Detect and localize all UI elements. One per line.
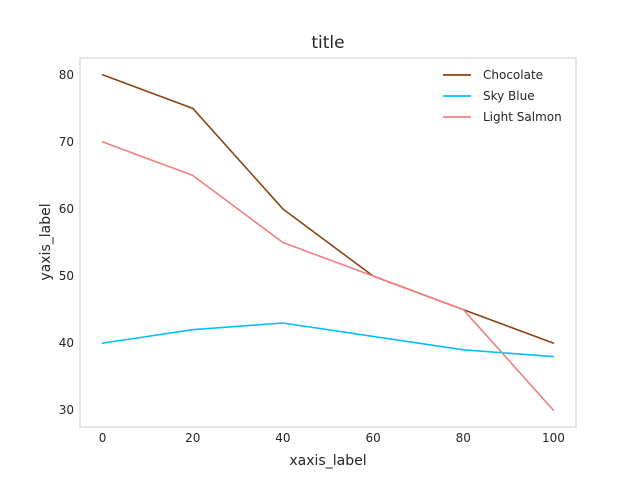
x-tick-label: 60 bbox=[365, 431, 380, 445]
series-line-0 bbox=[101, 73, 555, 344]
x-tick-label: 80 bbox=[456, 431, 471, 445]
y-tick-label: 60 bbox=[59, 202, 74, 216]
legend-label: Light Salmon bbox=[483, 110, 562, 124]
x-tick-label: 20 bbox=[185, 431, 200, 445]
y-tick-label: 70 bbox=[59, 135, 74, 149]
x-axis-label: xaxis_label bbox=[289, 453, 366, 469]
series-lines bbox=[101, 73, 555, 412]
x-tick-label: 0 bbox=[99, 431, 107, 445]
legend-label: Chocolate bbox=[483, 68, 543, 82]
y-tick-label: 40 bbox=[59, 336, 74, 350]
x-axis-ticks: 0 20 40 60 80 100 bbox=[99, 431, 565, 445]
y-axis-ticks: 30 40 50 60 70 80 bbox=[59, 68, 74, 417]
x-tick-label: 40 bbox=[275, 431, 290, 445]
y-tick-label: 80 bbox=[59, 68, 74, 82]
series-line-2 bbox=[101, 141, 555, 412]
y-tick-label: 50 bbox=[59, 269, 74, 283]
legend-label: Sky Blue bbox=[483, 89, 535, 103]
series-line-1 bbox=[101, 322, 555, 358]
y-axis-label: yaxis_label bbox=[38, 203, 54, 280]
x-tick-label: 100 bbox=[542, 431, 565, 445]
chart-title: title bbox=[311, 33, 344, 53]
y-tick-label: 30 bbox=[59, 403, 74, 417]
legend: Chocolate Sky Blue Light Salmon bbox=[443, 68, 562, 124]
